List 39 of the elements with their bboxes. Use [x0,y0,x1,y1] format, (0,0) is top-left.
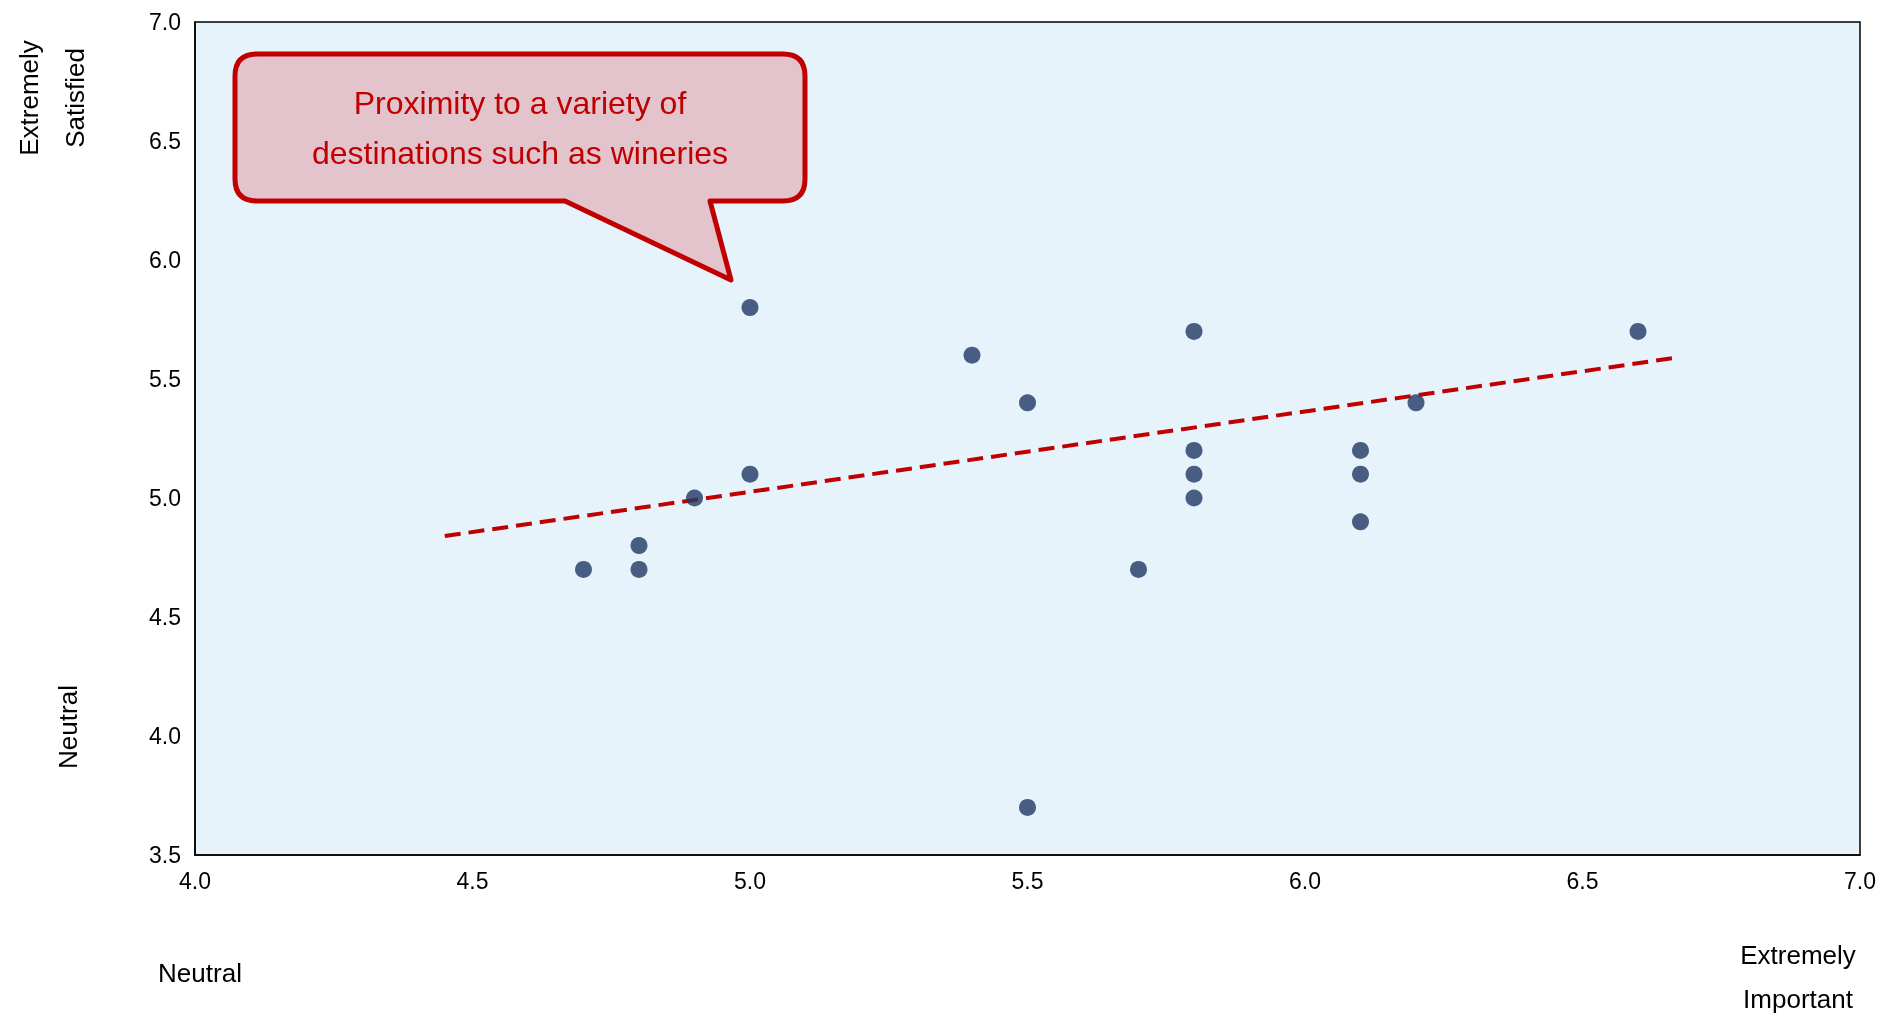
annotation: Proximity to a variety of destinations such as wineries [310,83,730,173]
y-tick-label: 4.5 [149,604,181,630]
x-tick-label: 4.0 [179,867,211,894]
y-tick-label: 5.5 [149,366,181,392]
point [741,299,759,317]
point [575,560,592,578]
point [686,489,703,507]
x-tick-label: 5.0 [734,867,766,894]
y-tick-label: 6.5 [149,128,181,154]
point [1629,322,1647,340]
text: Extremely Satisfied [14,40,90,156]
y-tick-label: 5.0 [149,485,181,511]
x-tick-label: 6.5 [1566,867,1599,894]
point [1352,465,1369,483]
point [1019,798,1036,816]
point [1130,560,1147,578]
x-tick-label: 7.0 [1844,867,1876,894]
y-tick-label: 6.0 [149,247,181,273]
text: Extremely Important [1740,940,1856,1014]
point [1019,394,1036,412]
point [741,465,759,483]
y-tick-label: 7.0 [149,9,181,35]
y-tick-label: 3.5 [149,842,181,868]
point [963,346,981,364]
point [1185,465,1203,483]
point [1352,513,1369,531]
x-tick-label: 5.5 [1011,867,1044,894]
point [630,537,648,555]
point [1185,489,1203,507]
text: Neutral [53,685,83,769]
x-tick-label: 4.5 [456,867,489,894]
point [1352,441,1369,459]
y-tick-label: 4.0 [149,723,181,749]
x-tick-label: 6.0 [1289,867,1321,894]
point [1185,322,1203,340]
point [1407,394,1425,412]
text: Neutral [158,958,242,988]
point [1185,441,1203,459]
point [630,560,648,578]
